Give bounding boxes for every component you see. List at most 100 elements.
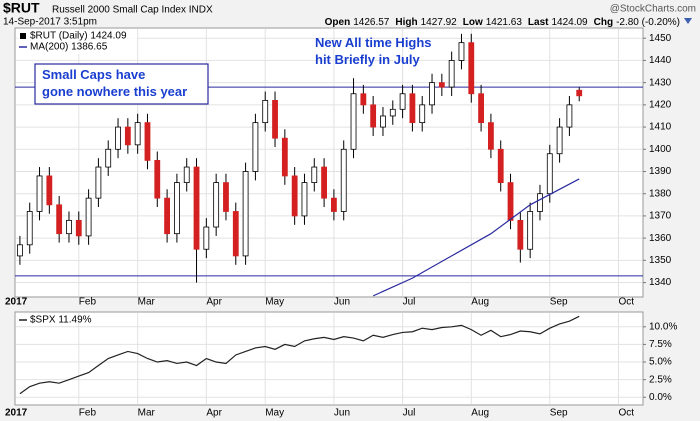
candle-body (193, 166, 200, 250)
y-tick-label: 1340 (649, 277, 672, 288)
y-tick-label: 1400 (649, 144, 672, 155)
annotation-line: New All time Highs (315, 35, 432, 50)
candle-body (409, 93, 416, 124)
symbol: $RUT (3, 0, 40, 16)
spx-line (19, 315, 580, 395)
quote-label: Open (325, 17, 351, 28)
candle-body (36, 175, 43, 212)
y-tick-label: 1430 (649, 77, 672, 88)
candle-body (468, 42, 475, 95)
candle-body (95, 166, 102, 199)
x-tick-label: Oct (618, 297, 634, 308)
candle-body (281, 137, 288, 177)
x-tick-label: 2017 (5, 297, 28, 308)
candle-body (458, 42, 465, 61)
quote-value: 1421.63 (486, 17, 523, 28)
candle-body (576, 89, 583, 97)
candle-body (213, 182, 220, 228)
index-name: Russell 2000 Small Cap Index INDX (52, 5, 213, 16)
legend-entry: $RUT (Daily) 1424.09 (30, 31, 127, 42)
x-tick-label: May (265, 297, 284, 308)
y-tick-label: 1390 (649, 166, 672, 177)
annotation-box (34, 63, 209, 105)
y-tick-label: 1440 (649, 55, 672, 66)
candle-body (321, 166, 327, 199)
y-tick-label: 1370 (649, 211, 672, 222)
candle-body (144, 122, 151, 161)
candle-body (546, 153, 553, 195)
candle-body (556, 126, 563, 155)
candle-body (527, 211, 534, 250)
annotation-line: hit Briefly in July (315, 52, 421, 67)
quote-value: 1424.09 (551, 17, 588, 28)
candle-body (262, 100, 269, 124)
x-tick-label: Jul (403, 408, 416, 419)
candle-body (105, 148, 112, 168)
annotation: Small Caps have gone nowhere this year (42, 67, 187, 99)
y-tick-label: 2.5% (649, 374, 672, 385)
y-tick-label: 5.0% (649, 357, 672, 368)
candle-body (26, 211, 33, 246)
candle-body (124, 126, 131, 146)
quote-line: Open 1426.57 High 1427.92 Low 1421.63 Last 1424… (325, 17, 680, 28)
x-tick-label: Sep (550, 408, 568, 419)
x-tick-label: Mar (138, 408, 156, 419)
candle-body (17, 244, 23, 257)
moving-average (372, 178, 580, 297)
candle-body (438, 82, 445, 88)
candle-body (537, 193, 543, 212)
spx-panel (14, 311, 644, 406)
candle-body (164, 197, 170, 235)
legend-entry: MA(200) 1386.65 (30, 42, 108, 53)
candle-body (291, 175, 298, 217)
x-tick-label: Apr (206, 297, 222, 308)
candle-body (360, 93, 367, 106)
candle-body (340, 148, 347, 212)
candle-body (507, 182, 514, 221)
candle-body (75, 219, 82, 237)
legend-entry: $SPX 11.49% (30, 315, 92, 326)
candle-body (223, 182, 229, 212)
candle-body (115, 126, 121, 150)
x-tick-label: Oct (618, 408, 634, 419)
candle-body (66, 219, 72, 235)
x-tick-label: Aug (471, 408, 489, 419)
candle-body (46, 175, 53, 206)
candle-body (350, 93, 357, 150)
quote-label: Last (528, 17, 549, 28)
y-tick-label: 1410 (649, 122, 672, 133)
x-tick-label: May (265, 408, 284, 419)
quote-value: 1427.92 (421, 17, 458, 28)
y-tick-label: 1450 (649, 33, 672, 44)
candle-body (566, 104, 573, 128)
y-tick-label: 1420 (649, 99, 672, 110)
candle-body (389, 108, 396, 117)
y-tick-label: 0.0% (649, 392, 672, 403)
x-tick-label: Jun (334, 408, 350, 419)
candle-body (183, 166, 190, 184)
x-tick-label: Feb (79, 297, 97, 308)
candle-body (478, 93, 484, 124)
candle-body (174, 182, 180, 235)
candle-body (419, 104, 426, 124)
annotation-line: gone nowhere this year (42, 84, 187, 99)
legend-swatch (20, 33, 26, 39)
x-tick-label: Aug (471, 297, 489, 308)
candle-body (272, 100, 278, 139)
candle-body (517, 219, 524, 250)
quote-label: Chg (594, 17, 613, 28)
candle-body (370, 104, 377, 128)
annotation: New All time Highs hit Briefly in July (315, 35, 432, 67)
dropdown-arrow[interactable] (684, 18, 692, 24)
candle-body (380, 115, 386, 128)
x-tick-label: Jun (334, 297, 350, 308)
y-tick-label: 1380 (649, 188, 672, 199)
candle-body (232, 211, 239, 257)
quote-label: Low (463, 17, 483, 28)
x-tick-label: Sep (550, 297, 568, 308)
x-tick-label: Apr (206, 408, 222, 419)
quote-value: -2.80 (-0.20%) (616, 17, 680, 28)
x-tick-label: Feb (79, 408, 97, 419)
y-tick-label: 7.5% (649, 339, 672, 350)
